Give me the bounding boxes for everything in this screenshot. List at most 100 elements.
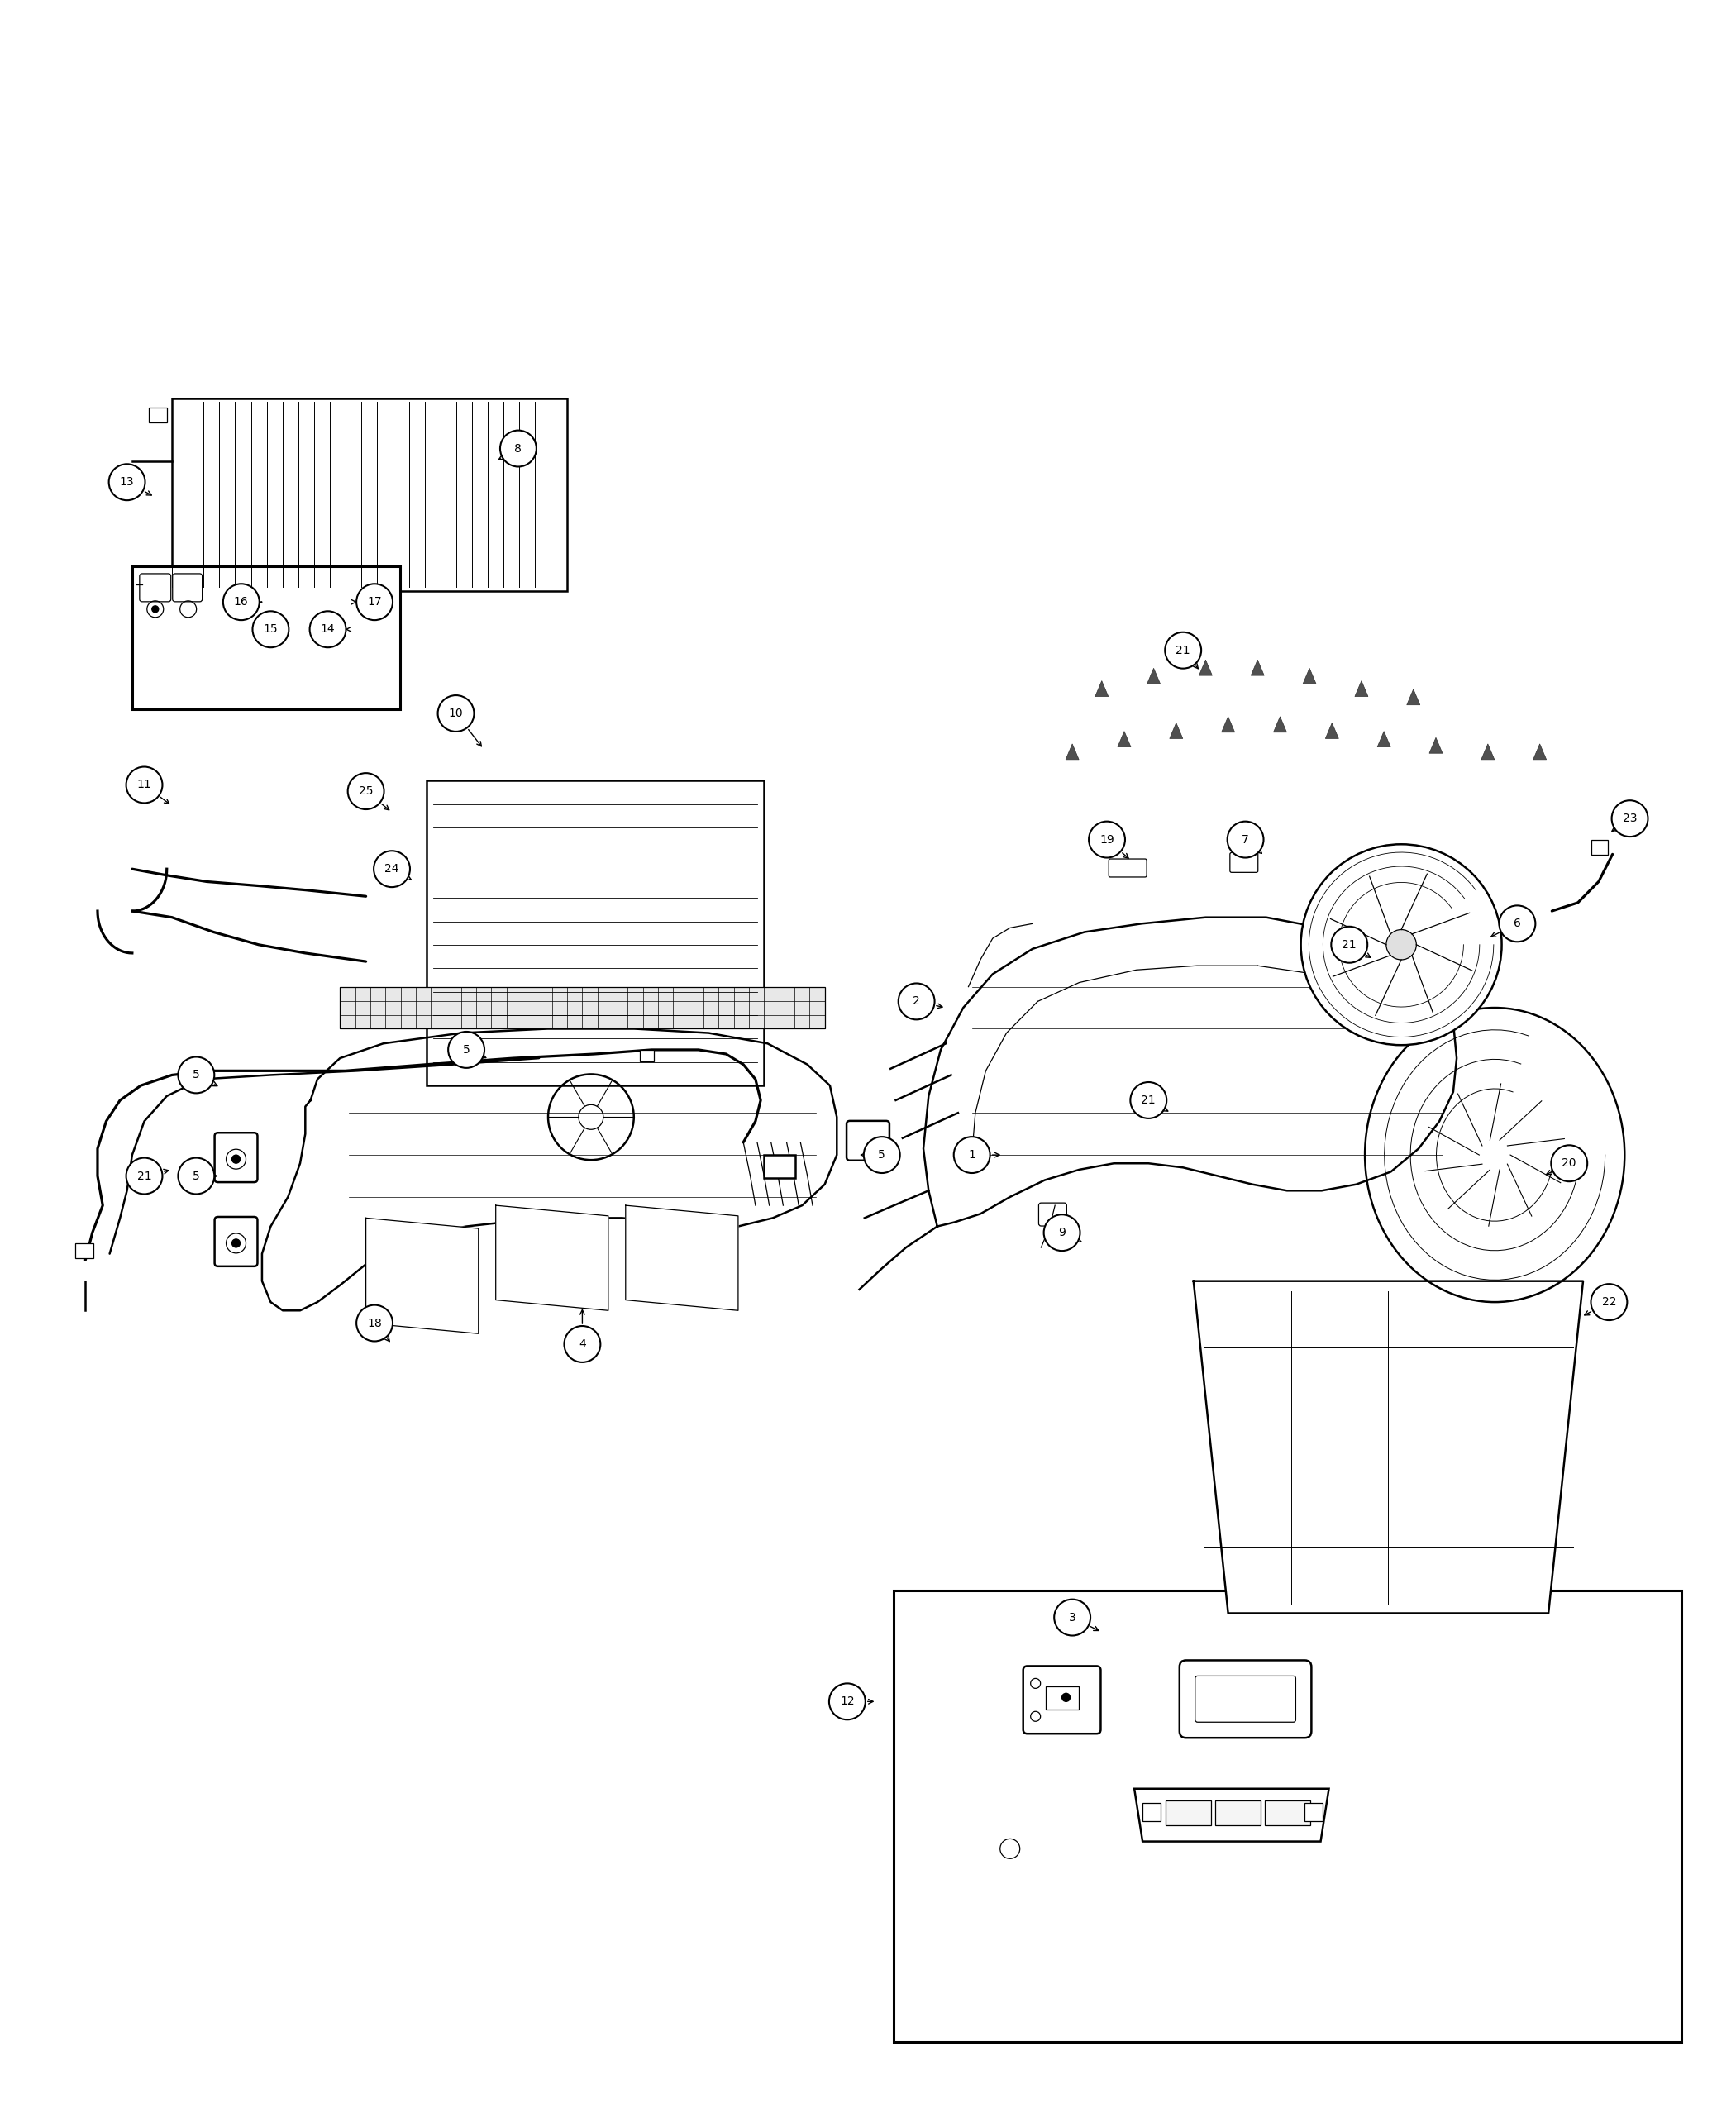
- Circle shape: [224, 584, 259, 620]
- Circle shape: [1387, 930, 1417, 959]
- Polygon shape: [625, 1206, 738, 1311]
- Circle shape: [179, 1056, 214, 1094]
- Bar: [1215, 1800, 1260, 1826]
- FancyBboxPatch shape: [1194, 1676, 1295, 1722]
- Circle shape: [127, 767, 163, 803]
- Circle shape: [1165, 632, 1201, 668]
- Ellipse shape: [1364, 1008, 1625, 1303]
- Text: 5: 5: [464, 1043, 470, 1056]
- Circle shape: [1550, 1145, 1587, 1180]
- Text: 9: 9: [1059, 1227, 1066, 1240]
- FancyBboxPatch shape: [215, 1216, 257, 1267]
- Text: 13: 13: [120, 476, 134, 487]
- FancyBboxPatch shape: [1229, 852, 1259, 873]
- Polygon shape: [1095, 681, 1108, 696]
- FancyBboxPatch shape: [847, 1121, 889, 1159]
- Circle shape: [1300, 843, 1502, 1046]
- Polygon shape: [262, 1029, 837, 1311]
- Text: 6: 6: [1514, 917, 1521, 930]
- Text: 11: 11: [137, 780, 151, 790]
- Circle shape: [1043, 1214, 1080, 1250]
- Text: 5: 5: [193, 1069, 200, 1081]
- Text: 23: 23: [1623, 814, 1637, 824]
- Circle shape: [252, 611, 288, 647]
- Polygon shape: [1222, 717, 1234, 731]
- Bar: [894, 1589, 1682, 2043]
- Circle shape: [898, 982, 934, 1020]
- Polygon shape: [1481, 744, 1495, 759]
- Polygon shape: [1274, 717, 1286, 731]
- Text: 3: 3: [1069, 1613, 1076, 1623]
- Text: 24: 24: [385, 862, 399, 875]
- Bar: [1304, 1802, 1323, 1821]
- Circle shape: [233, 1155, 240, 1164]
- Bar: [172, 398, 566, 592]
- FancyBboxPatch shape: [1038, 1204, 1066, 1227]
- Circle shape: [1590, 1284, 1627, 1320]
- Polygon shape: [1429, 738, 1443, 753]
- Bar: [149, 409, 167, 424]
- Circle shape: [356, 584, 392, 620]
- Circle shape: [373, 852, 410, 887]
- Text: 25: 25: [359, 786, 373, 797]
- Circle shape: [153, 605, 158, 613]
- Circle shape: [1062, 1693, 1069, 1701]
- Polygon shape: [1533, 744, 1547, 759]
- Circle shape: [1227, 822, 1264, 858]
- Circle shape: [309, 611, 345, 647]
- Text: 10: 10: [448, 708, 464, 719]
- Text: 5: 5: [878, 1149, 885, 1162]
- FancyBboxPatch shape: [1023, 1665, 1101, 1733]
- Circle shape: [233, 1240, 240, 1248]
- Polygon shape: [1354, 681, 1368, 696]
- Text: 21: 21: [1141, 1094, 1156, 1107]
- Polygon shape: [1066, 744, 1078, 759]
- Circle shape: [564, 1326, 601, 1362]
- Text: 2: 2: [913, 995, 920, 1008]
- Circle shape: [1332, 928, 1368, 963]
- Polygon shape: [1170, 723, 1182, 738]
- Bar: [1142, 1802, 1161, 1821]
- Circle shape: [437, 696, 474, 731]
- Circle shape: [347, 774, 384, 809]
- Text: 18: 18: [368, 1318, 382, 1328]
- Text: 14: 14: [321, 624, 335, 635]
- Circle shape: [865, 1136, 899, 1172]
- Bar: [1264, 1800, 1311, 1826]
- Bar: [1045, 1686, 1078, 1710]
- Polygon shape: [1325, 723, 1338, 738]
- Text: 21: 21: [1175, 645, 1191, 656]
- Bar: [427, 780, 764, 1086]
- Text: 21: 21: [1342, 938, 1356, 951]
- Text: 7: 7: [1241, 835, 1250, 845]
- Circle shape: [1054, 1600, 1090, 1636]
- Text: 20: 20: [1562, 1157, 1576, 1170]
- Text: 17: 17: [368, 597, 382, 607]
- Polygon shape: [1118, 731, 1130, 746]
- Circle shape: [953, 1136, 990, 1172]
- Circle shape: [500, 430, 536, 466]
- Circle shape: [109, 464, 146, 500]
- Text: 21: 21: [137, 1170, 151, 1183]
- Text: 16: 16: [234, 597, 248, 607]
- Polygon shape: [1134, 1790, 1328, 1842]
- Circle shape: [1130, 1081, 1167, 1119]
- Circle shape: [1088, 822, 1125, 858]
- Bar: [75, 1244, 94, 1258]
- Circle shape: [1500, 906, 1535, 942]
- Circle shape: [127, 1157, 163, 1193]
- Text: 22: 22: [1602, 1296, 1616, 1307]
- FancyBboxPatch shape: [1179, 1661, 1311, 1737]
- Polygon shape: [1200, 660, 1212, 675]
- Circle shape: [179, 1157, 214, 1193]
- Polygon shape: [1147, 668, 1160, 683]
- Bar: [1592, 839, 1608, 854]
- Text: 5: 5: [193, 1170, 200, 1183]
- Polygon shape: [1252, 660, 1264, 675]
- Text: 19: 19: [1099, 835, 1115, 845]
- Circle shape: [1611, 801, 1647, 837]
- Bar: [340, 987, 825, 1029]
- Text: 8: 8: [514, 443, 523, 455]
- Text: 1: 1: [969, 1149, 976, 1162]
- Bar: [132, 567, 401, 708]
